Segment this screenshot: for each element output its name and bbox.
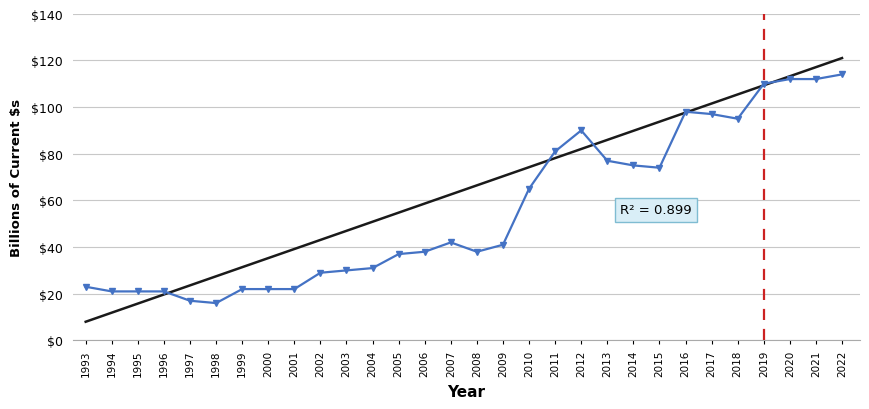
X-axis label: Year: Year [447, 384, 485, 399]
Text: R² = 0.899: R² = 0.899 [620, 204, 691, 217]
Y-axis label: Billions of Current $s: Billions of Current $s [10, 99, 23, 256]
